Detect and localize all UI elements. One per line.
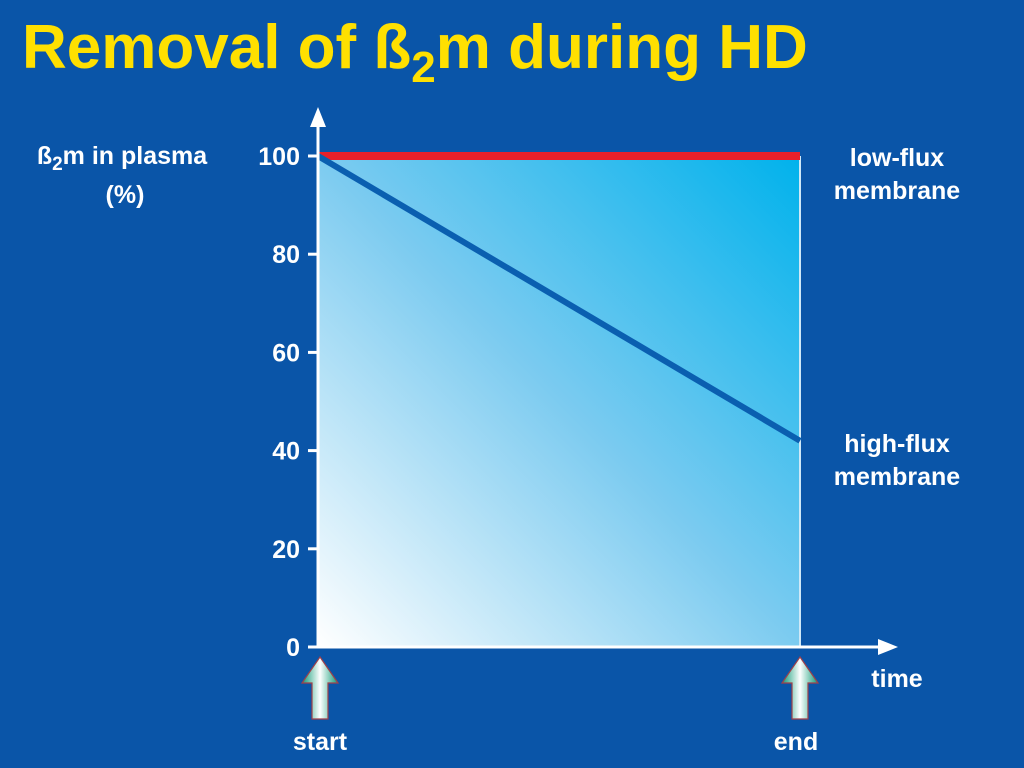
x-axis-label: time [871,665,923,693]
plot-area [318,156,800,647]
y-axis-unit: (%) [106,181,145,209]
x-axis-arrowhead [878,639,898,655]
y-tick-label: 100 [258,143,300,171]
series-high-flux-line [316,153,802,444]
y-tick-label: 20 [272,536,300,564]
legend-high-flux: high-flux membrane [834,430,961,491]
y-tick-label: 40 [272,438,300,466]
end-label: end [774,728,818,756]
y-tick-label: 60 [272,339,300,367]
y-tick-label: 0 [286,634,300,662]
y-axis-arrowhead [310,107,326,127]
end-arrow-icon [780,655,820,720]
y-axis-label: ß2m in plasma [37,142,208,175]
y-tick-label: 80 [272,241,300,269]
start-arrow-icon [300,655,340,720]
legend-low-flux: low-flux membrane [834,144,961,205]
start-label: start [293,728,348,756]
chart-title: Removal of ß2m during HD [22,13,808,92]
